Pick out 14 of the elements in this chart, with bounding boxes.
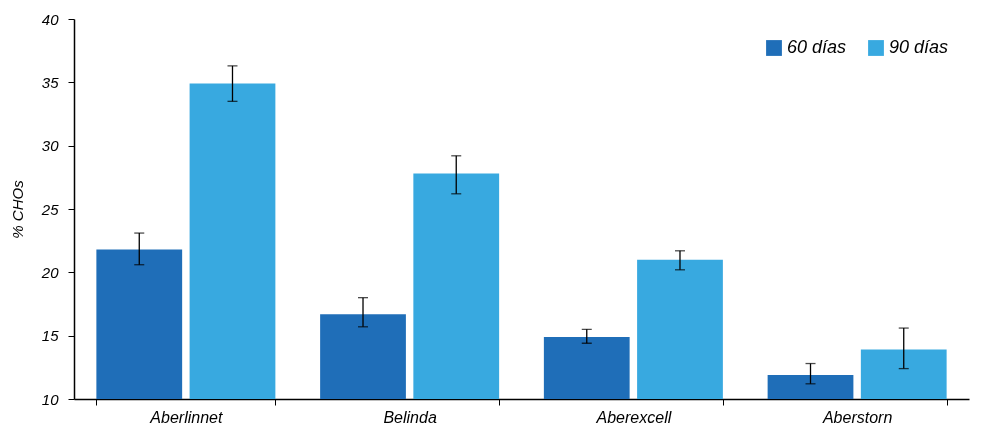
y-axis-title: % CHOs: [8, 179, 26, 239]
y-tick-label: 10: [41, 390, 60, 408]
x-tick-label: Aberexcell: [595, 408, 672, 426]
legend-label: 90 días: [889, 37, 949, 57]
y-tick-label: 20: [40, 263, 60, 281]
legend-label: 60 días: [787, 37, 847, 57]
y-tick-label: 25: [40, 200, 60, 218]
x-tick-label: Aberlinnet: [149, 408, 223, 426]
y-tick-label: 15: [41, 327, 60, 345]
y-tick-label: 40: [41, 10, 60, 28]
x-tick-label: Belinda: [383, 408, 437, 426]
x-tick-label: Aberstorn: [821, 408, 893, 426]
y-tick-label: 35: [41, 73, 60, 91]
y-tick-label: 30: [41, 137, 60, 155]
